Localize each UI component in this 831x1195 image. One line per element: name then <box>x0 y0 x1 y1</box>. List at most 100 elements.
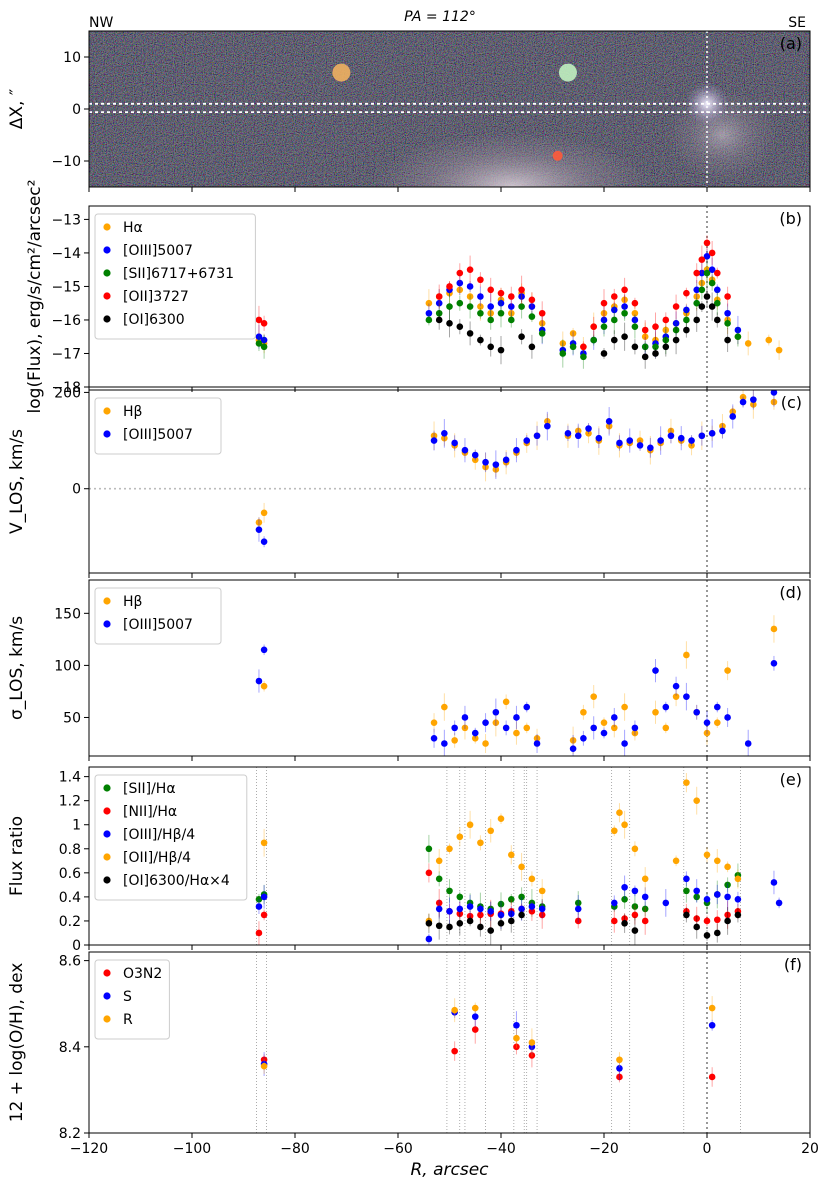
data-point <box>435 299 443 307</box>
y-tick-label: 0 <box>72 938 81 954</box>
data-point <box>466 303 474 310</box>
data-point <box>605 422 613 430</box>
data-point <box>446 303 453 310</box>
x-tick-label: 0 <box>703 1141 712 1157</box>
data-point <box>255 340 263 347</box>
data-point <box>477 923 484 931</box>
panel-frame <box>88 579 811 757</box>
data-point <box>508 910 515 918</box>
data-point <box>600 729 608 737</box>
data-point <box>734 911 742 919</box>
data-point <box>425 299 433 307</box>
data-point <box>518 286 525 294</box>
data-point <box>508 309 515 317</box>
galaxy-glow <box>371 132 652 187</box>
data-point <box>688 437 695 444</box>
data-point <box>502 456 510 464</box>
data-point <box>667 427 675 435</box>
x-tick-label: −20 <box>589 1141 619 1157</box>
y-tick-label: −14 <box>51 246 81 262</box>
data-point <box>456 269 464 277</box>
legend-label: [OIII]5007 <box>123 617 193 633</box>
data-point <box>544 422 551 430</box>
data-point <box>482 463 489 471</box>
panel-tag: (b) <box>779 209 802 228</box>
data-point <box>708 249 716 257</box>
data-point <box>471 1026 479 1033</box>
data-point <box>683 306 690 314</box>
y-axis-label: 12 + log(O/H), dex <box>7 963 27 1123</box>
data-point <box>662 899 670 907</box>
data-point <box>425 869 433 877</box>
data-point <box>574 432 582 440</box>
data-point <box>631 299 639 307</box>
panel-tag: (f) <box>784 955 802 974</box>
data-point <box>600 719 608 726</box>
data-point <box>528 296 536 304</box>
data-point <box>641 333 649 341</box>
data-point <box>451 1047 458 1055</box>
data-point <box>708 266 716 273</box>
data-point <box>255 929 263 937</box>
data-point <box>662 316 670 324</box>
data-point <box>708 1004 716 1012</box>
data-point <box>595 434 603 442</box>
data-point <box>621 883 628 891</box>
series-f-1 <box>260 1006 716 1081</box>
legend-marker <box>103 292 111 300</box>
legend-label: R <box>123 1012 133 1028</box>
plot-area-f <box>256 952 741 1133</box>
data-point <box>698 256 706 263</box>
data-point <box>580 734 587 742</box>
data-point <box>611 917 618 925</box>
y-tick-label: 0.6 <box>59 866 81 882</box>
data-point <box>703 917 711 925</box>
legend-marker <box>103 597 111 605</box>
data-point <box>667 432 675 440</box>
data-point <box>425 316 433 324</box>
data-point <box>744 740 752 747</box>
series-b-3 <box>255 235 731 353</box>
data-point <box>471 451 479 459</box>
data-point <box>621 703 628 711</box>
data-point <box>260 336 268 344</box>
data-point <box>425 309 433 317</box>
data-point <box>456 299 464 307</box>
legend-marker <box>103 407 111 415</box>
data-point <box>703 293 711 300</box>
y-tick-label: 0.8 <box>59 842 81 858</box>
data-point <box>528 313 536 320</box>
data-point <box>569 330 577 337</box>
data-point <box>641 343 649 351</box>
data-point <box>456 910 464 918</box>
panel-tag: (c) <box>781 393 802 412</box>
data-point <box>631 323 639 330</box>
legend-label: [OIII]5007 <box>123 427 193 443</box>
data-point <box>621 333 628 341</box>
data-point <box>652 343 659 351</box>
data-point <box>724 293 731 300</box>
data-point <box>456 905 464 913</box>
data-point <box>497 911 505 919</box>
panel-c: Hβ [OIII]5007 0 200 (c) V_LOS, km/s <box>7 385 811 578</box>
data-point <box>533 432 541 440</box>
legend-label: [OII]/Hβ/4 <box>123 850 191 866</box>
data-point <box>508 303 515 310</box>
legend-marker <box>103 853 111 861</box>
data-point <box>590 336 597 344</box>
data-point <box>616 439 623 447</box>
y-tick-label: 200 <box>54 385 81 401</box>
data-point <box>255 526 263 533</box>
data-point <box>435 293 443 300</box>
y-tick-label: 8.2 <box>59 1126 81 1142</box>
y-tick-label: 50 <box>63 710 81 726</box>
data-point <box>770 625 778 633</box>
data-point <box>466 912 474 920</box>
panel-frame <box>88 389 811 574</box>
y-tick-label: −16 <box>51 313 81 329</box>
data-point <box>260 1062 268 1070</box>
y-axis-label: ΔX, ″ <box>7 89 27 129</box>
legend-marker <box>103 620 111 628</box>
y-tick-label: 0 <box>72 102 81 118</box>
data-point <box>698 432 706 440</box>
